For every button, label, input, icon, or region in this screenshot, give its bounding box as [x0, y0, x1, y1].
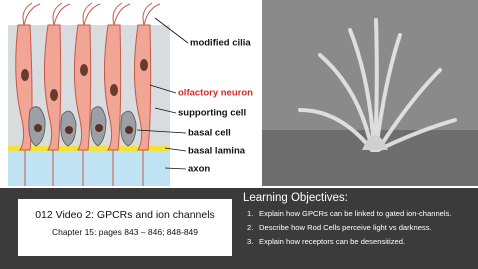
- chapter-pages: Chapter 15: pages 843 – 846; 848-849: [51, 227, 199, 237]
- label: axon: [188, 164, 210, 175]
- objective-text: Explain how GPCRs can be linked to gated…: [259, 209, 452, 218]
- figures: modified cilia olfactory neuron supporti…: [8, 0, 478, 186]
- objectives-heading: Learning Objectives:: [243, 192, 348, 204]
- objective: 1. Explain how GPCRs can be linked to gat…: [247, 209, 452, 218]
- objective-number: 3.: [247, 237, 254, 246]
- video-title: 012 Video 2: GPCRs and ion channels: [35, 209, 215, 221]
- objective: 2. Describe how Rod Cells perceive light …: [247, 223, 452, 232]
- objective-text: Describe how Rod Cells perceive light vs…: [259, 223, 432, 232]
- label: basal cell: [188, 128, 231, 139]
- micrograph: [262, 0, 478, 186]
- title-box: 012 Video 2: GPCRs and ion channels Chap…: [18, 199, 232, 256]
- objectives-list: 1. Explain how GPCRs can be linked to gat…: [243, 209, 452, 246]
- label: olfactory neuron: [178, 88, 253, 99]
- objectives: Learning Objectives: 1. Explain how GPCRs…: [243, 192, 452, 251]
- objective-text: Explain how receptors can be desensitize…: [259, 237, 406, 246]
- epithelium-illustration: modified cilia olfactory neuron supporti…: [8, 2, 253, 186]
- label: supporting cell: [178, 108, 246, 119]
- objective: 3. Explain how receptors can be desensiti…: [247, 237, 452, 246]
- label: modified cilia: [190, 38, 251, 49]
- label: basal lamina: [188, 146, 246, 157]
- objective-number: 2.: [247, 223, 254, 232]
- objective-number: 1.: [247, 209, 254, 218]
